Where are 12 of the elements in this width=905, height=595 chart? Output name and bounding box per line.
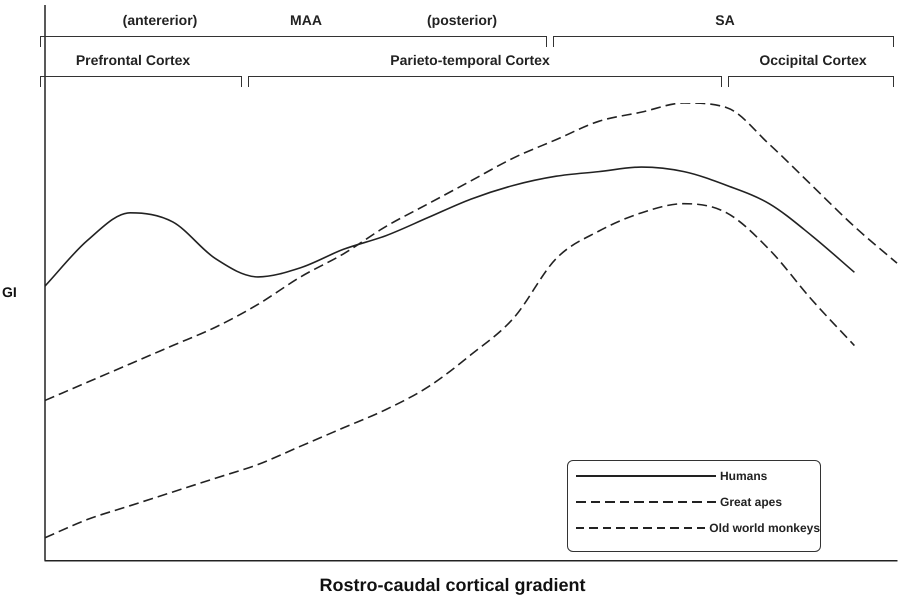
text: MAA — [290, 12, 322, 28]
text: Occipital Cortex — [759, 52, 867, 68]
text: Parieto-temporal Cortex — [390, 52, 550, 68]
y-axis-title: GI — [2, 284, 17, 300]
text: SA — [715, 12, 735, 28]
legend-label: Humans — [720, 469, 768, 483]
legend-label: Old world monkeys — [709, 521, 820, 535]
x-axis-title: Rostro-caudal cortical gradient — [318, 575, 587, 595]
legend-label: Great apes — [720, 495, 782, 509]
text: (posterior) — [427, 12, 497, 28]
text: Prefrontal Cortex — [76, 52, 190, 68]
text: (antererior) — [122, 12, 198, 28]
